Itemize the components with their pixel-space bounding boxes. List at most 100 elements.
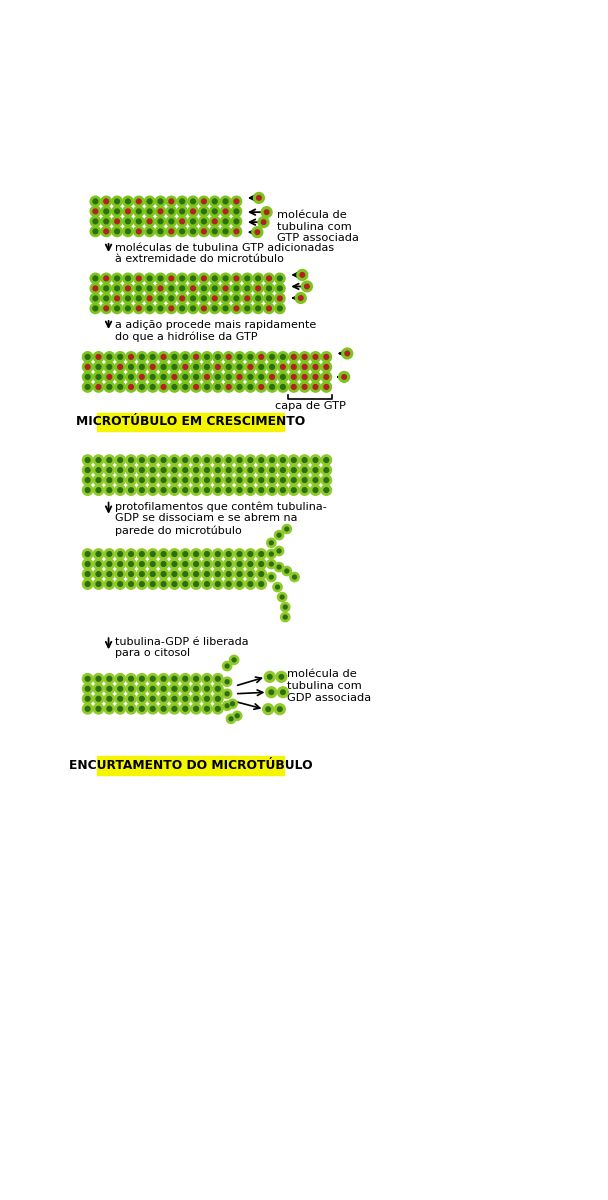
Circle shape (277, 276, 282, 281)
Circle shape (134, 227, 144, 236)
Circle shape (245, 464, 255, 475)
Circle shape (291, 457, 296, 462)
Circle shape (278, 361, 288, 372)
Circle shape (139, 478, 144, 482)
Circle shape (277, 565, 281, 569)
Circle shape (85, 487, 90, 492)
Circle shape (310, 382, 320, 392)
Circle shape (85, 571, 90, 576)
Circle shape (202, 673, 212, 684)
Circle shape (129, 374, 133, 379)
Circle shape (231, 216, 241, 227)
Circle shape (180, 548, 190, 559)
Circle shape (201, 276, 206, 281)
Circle shape (112, 196, 122, 206)
Circle shape (83, 475, 93, 485)
Circle shape (172, 571, 177, 576)
Circle shape (226, 714, 236, 724)
Circle shape (201, 296, 206, 301)
Circle shape (83, 352, 93, 362)
Circle shape (161, 707, 166, 712)
Circle shape (290, 572, 299, 582)
Circle shape (324, 478, 329, 482)
Circle shape (264, 283, 274, 294)
Circle shape (234, 548, 245, 559)
Circle shape (83, 464, 93, 475)
Circle shape (281, 602, 290, 612)
Circle shape (270, 384, 274, 389)
Circle shape (166, 283, 176, 294)
Circle shape (115, 475, 125, 485)
Circle shape (299, 475, 310, 485)
Circle shape (224, 455, 234, 466)
Circle shape (204, 374, 209, 379)
Circle shape (245, 361, 255, 372)
Circle shape (145, 196, 155, 206)
Circle shape (256, 559, 266, 569)
Circle shape (126, 703, 136, 714)
Circle shape (313, 487, 318, 492)
Circle shape (85, 562, 90, 566)
Circle shape (230, 702, 235, 706)
Circle shape (280, 354, 285, 359)
Circle shape (212, 286, 217, 290)
Circle shape (139, 365, 144, 370)
Circle shape (302, 281, 313, 292)
Circle shape (225, 704, 229, 708)
Circle shape (101, 304, 111, 313)
Circle shape (302, 468, 307, 473)
Circle shape (191, 548, 201, 559)
Circle shape (158, 455, 169, 466)
Circle shape (83, 382, 93, 392)
Circle shape (118, 457, 123, 462)
Circle shape (259, 468, 264, 473)
Circle shape (220, 196, 231, 206)
Circle shape (204, 487, 209, 492)
Circle shape (118, 468, 123, 473)
Circle shape (137, 694, 147, 704)
Circle shape (261, 220, 266, 224)
FancyBboxPatch shape (97, 413, 285, 431)
Circle shape (231, 227, 241, 236)
Circle shape (115, 372, 125, 382)
Circle shape (161, 582, 166, 587)
Circle shape (223, 689, 232, 698)
Circle shape (115, 559, 125, 569)
Circle shape (279, 674, 284, 679)
Circle shape (166, 206, 176, 216)
Circle shape (169, 684, 179, 694)
Circle shape (215, 487, 220, 492)
Circle shape (104, 209, 109, 214)
Circle shape (90, 283, 100, 294)
Circle shape (129, 571, 133, 576)
Circle shape (302, 384, 307, 389)
Circle shape (248, 374, 253, 379)
Circle shape (264, 293, 274, 304)
Circle shape (274, 530, 284, 540)
Circle shape (118, 365, 123, 370)
Circle shape (194, 457, 198, 462)
Circle shape (158, 569, 169, 580)
Circle shape (204, 707, 209, 712)
Circle shape (180, 485, 190, 496)
Circle shape (172, 457, 177, 462)
Circle shape (224, 475, 234, 485)
Circle shape (104, 220, 109, 223)
Circle shape (136, 209, 141, 214)
Circle shape (213, 464, 223, 475)
Circle shape (85, 696, 90, 701)
Circle shape (148, 352, 158, 362)
Circle shape (183, 354, 188, 359)
Circle shape (96, 696, 101, 701)
Circle shape (324, 384, 329, 389)
Circle shape (267, 464, 277, 475)
Circle shape (169, 569, 179, 580)
Circle shape (191, 361, 201, 372)
Circle shape (231, 206, 241, 216)
Circle shape (158, 559, 169, 569)
Circle shape (183, 365, 188, 370)
Circle shape (158, 276, 163, 281)
Circle shape (213, 578, 223, 589)
Circle shape (215, 707, 220, 712)
Circle shape (231, 196, 241, 206)
